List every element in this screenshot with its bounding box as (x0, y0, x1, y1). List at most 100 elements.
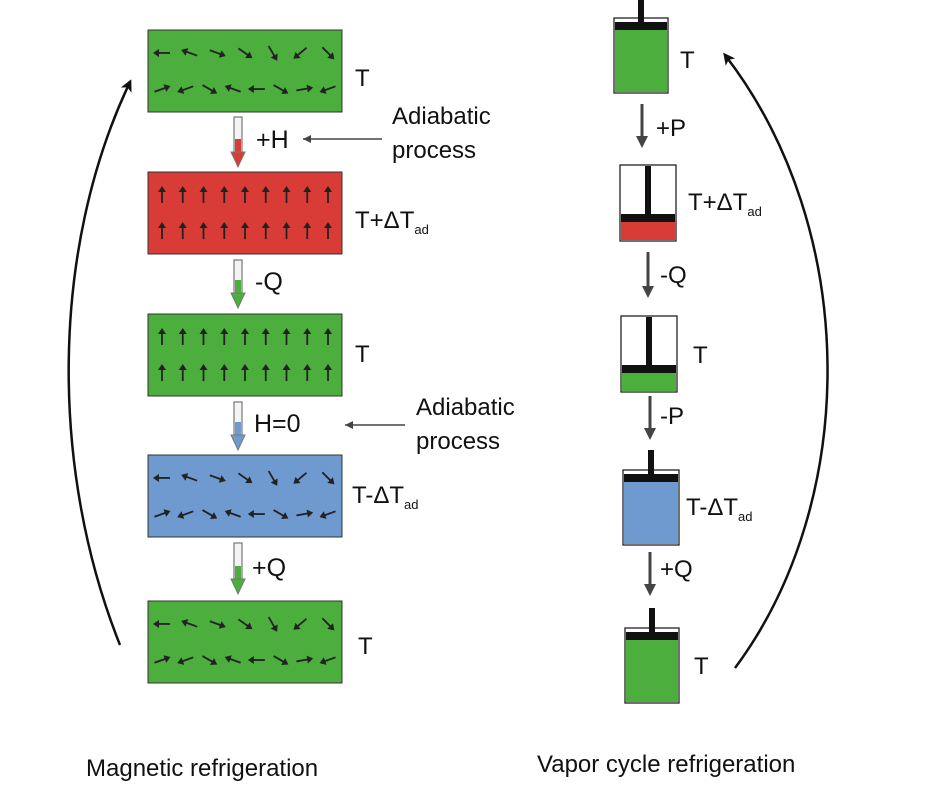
spin-arrow (178, 327, 187, 345)
spin-arrow (267, 45, 278, 61)
step-label: -Q (255, 268, 283, 296)
spin-arrow (181, 473, 198, 482)
step-arrow (230, 542, 246, 596)
spin-arrow (177, 510, 194, 519)
vapor-state: T (624, 608, 709, 704)
spin-arrow (296, 509, 314, 518)
spin-arrow (282, 185, 291, 203)
spin-arrow (324, 185, 332, 203)
spin-arrow (241, 222, 249, 240)
temperature-label: T (693, 342, 708, 369)
spin-arrow (220, 185, 229, 203)
magnetic-cycle-arrow (67, 79, 132, 646)
spin-arrow (178, 364, 187, 382)
spin-arrow (261, 185, 270, 203)
spin-arrow (158, 222, 166, 240)
spin-arrow (158, 364, 166, 382)
spin-arrow (282, 327, 291, 345)
vapor-step: -Q (642, 252, 687, 298)
spin-arrow (202, 655, 218, 666)
spin-arrow (241, 185, 249, 203)
spin-arrow (209, 620, 226, 629)
spin-arrow (296, 655, 314, 664)
magnetic-column: T T+ΔTad T T-ΔTad T +H Adiabati (86, 29, 515, 782)
spin-arrow (321, 617, 335, 631)
spin-arrow (224, 509, 241, 518)
step-arrow (230, 259, 246, 310)
material-block (147, 454, 343, 538)
spin-arrow (303, 185, 312, 203)
temperature-label: T-ΔTad (352, 482, 419, 512)
vapor-state: T+ΔTad (619, 164, 762, 242)
spin-arrow (199, 222, 208, 240)
spin-arrow (293, 47, 308, 59)
spin-arrow (158, 185, 166, 203)
spin-arrow (153, 619, 170, 628)
spin-arrow (247, 85, 265, 94)
spin-arrow (158, 327, 166, 345)
temperature-label: T (694, 653, 709, 680)
spin-arrow (181, 619, 198, 628)
spin-arrow (209, 49, 226, 58)
spin-arrow (237, 47, 253, 59)
spin-arrow (154, 655, 171, 664)
step-label: +Q (252, 554, 286, 582)
spin-arrow (267, 616, 278, 632)
magnetic-step: -Q (230, 259, 283, 310)
magnetic-step: +H Adiabatic process (230, 103, 491, 169)
spin-arrow (177, 656, 194, 665)
spin-arrow (293, 472, 308, 484)
temperature-label: T (355, 65, 370, 92)
step-label: H=0 (254, 410, 301, 438)
spin-arrow (319, 510, 336, 519)
step-label: +P (656, 115, 686, 142)
magnetic-state: T+ΔTad (147, 171, 429, 255)
spin-arrow (178, 185, 187, 203)
piston-cylinder (613, 0, 669, 94)
spin-arrow (178, 222, 187, 240)
temperature-label: T (358, 633, 373, 660)
vapor-step: +Q (644, 552, 693, 596)
material-block (147, 29, 343, 113)
temperature-label: T+ΔTad (355, 207, 429, 237)
spin-arrow (237, 472, 253, 484)
step-label: -P (660, 403, 684, 430)
vapor-state: T-ΔTad (622, 450, 753, 546)
spin-arrow (303, 222, 312, 240)
piston-cylinder (620, 315, 678, 393)
spin-arrow (261, 222, 270, 240)
spin-arrow (153, 473, 170, 482)
spin-arrow (321, 471, 335, 485)
spin-arrow (247, 510, 265, 519)
spin-arrow (241, 364, 249, 382)
adiabatic-note: process (392, 137, 476, 164)
spin-arrow (181, 48, 198, 57)
spin-arrow (220, 222, 229, 240)
spin-arrow (154, 509, 171, 518)
spin-arrow (154, 84, 171, 93)
vapor-caption: Vapor cycle refrigeration (537, 751, 795, 778)
adiabatic-note: process (416, 428, 500, 455)
spin-arrow (199, 364, 208, 382)
spin-arrow (293, 618, 308, 630)
magnetic-state: T (147, 313, 370, 397)
spin-arrow (224, 84, 241, 93)
magnetic-state: T-ΔTad (147, 454, 419, 538)
spin-arrow (303, 364, 312, 382)
piston-cylinder (619, 164, 677, 242)
step-label: +H (256, 126, 289, 154)
adiabatic-note: Adiabatic (392, 103, 491, 130)
spin-arrow (261, 327, 270, 345)
material-block (147, 171, 343, 255)
spin-arrow (209, 474, 226, 483)
temperature-label: T (355, 341, 370, 368)
temperature-label: T-ΔTad (686, 494, 753, 524)
spin-arrow (321, 46, 335, 60)
spin-arrow (202, 509, 218, 520)
piston-cylinder (624, 608, 680, 704)
spin-arrow (220, 364, 229, 382)
spin-arrow (319, 85, 336, 94)
spin-arrow (241, 327, 249, 345)
spin-arrow (267, 470, 278, 486)
spin-arrow (199, 327, 208, 345)
